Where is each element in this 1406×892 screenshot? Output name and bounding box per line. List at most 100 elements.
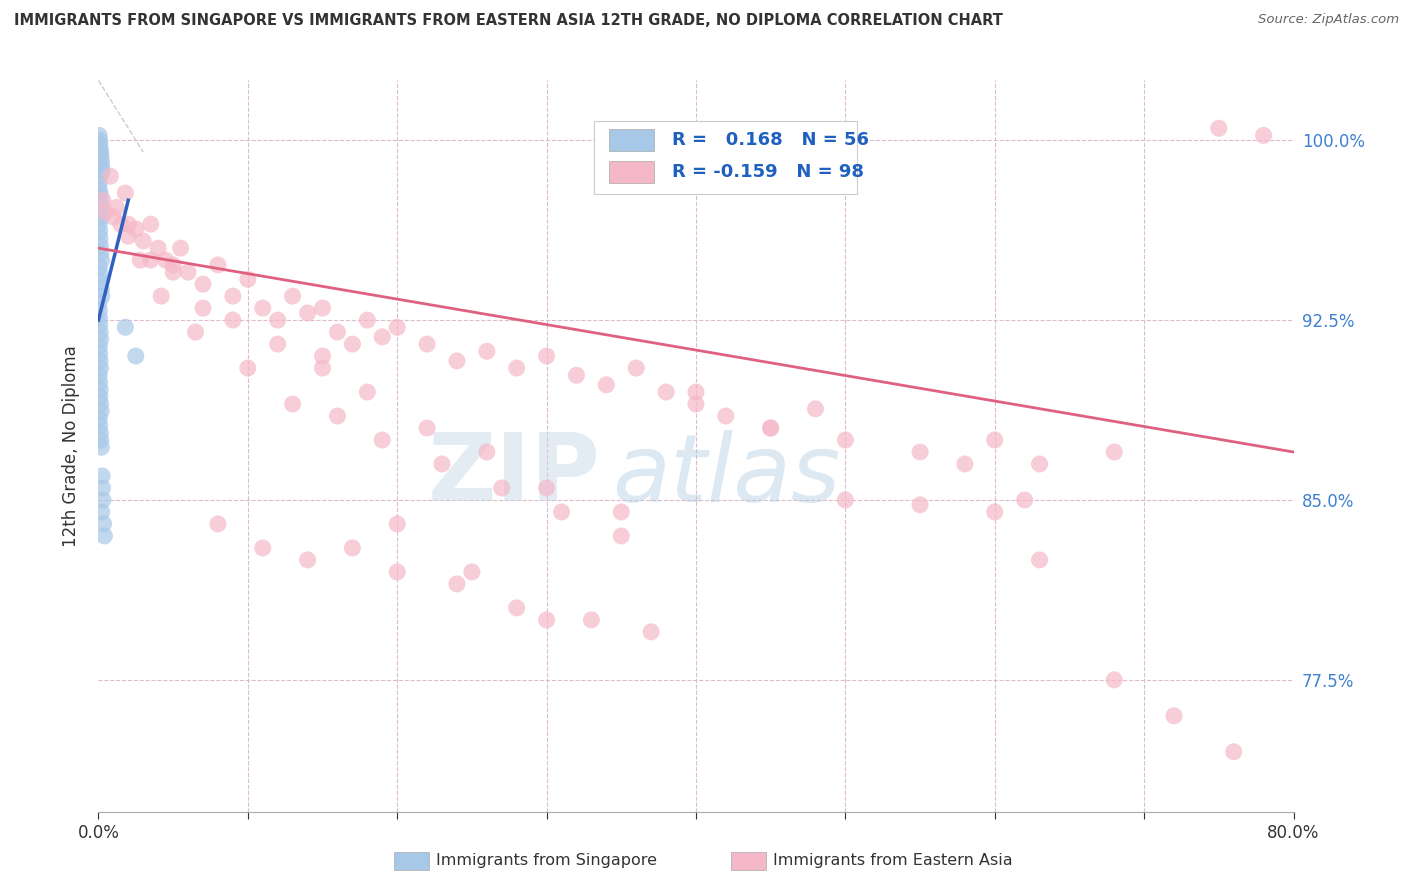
Point: [1208, 121, 1230, 136]
Point: [91, 469, 114, 483]
Point: [90, 145, 112, 160]
Point: [90, 154, 112, 169]
Point: [311, 349, 333, 363]
Point: [139, 217, 162, 231]
Point: [252, 301, 274, 315]
Point: [89, 231, 111, 245]
Point: [342, 541, 364, 555]
Point: [371, 433, 394, 447]
Point: [640, 624, 662, 639]
Point: [385, 565, 409, 579]
Point: [89, 169, 111, 184]
Point: [491, 481, 513, 495]
Point: [89, 368, 111, 383]
Point: [89, 184, 111, 198]
Point: [89, 425, 111, 440]
Point: [89, 354, 111, 368]
Point: [983, 505, 1005, 519]
Point: [90, 505, 112, 519]
Point: [114, 186, 136, 200]
Point: [91, 492, 114, 507]
Point: [89, 325, 111, 339]
Point: [908, 498, 931, 512]
Point: [90, 282, 112, 296]
Point: [624, 361, 647, 376]
Point: [356, 313, 378, 327]
Point: [93, 516, 115, 531]
Point: [1014, 492, 1036, 507]
Point: [834, 433, 856, 447]
Point: [1102, 673, 1125, 687]
Point: [91, 481, 114, 495]
Point: [89, 418, 111, 433]
Point: [236, 272, 259, 286]
Point: [610, 529, 633, 543]
Point: [416, 421, 439, 435]
Point: [103, 210, 125, 224]
Text: Source: ZipAtlas.com: Source: ZipAtlas.com: [1258, 13, 1399, 27]
Point: [834, 492, 856, 507]
Point: [326, 325, 349, 339]
Point: [89, 383, 111, 397]
Point: [162, 265, 184, 279]
Point: [129, 253, 152, 268]
Point: [506, 600, 529, 615]
FancyBboxPatch shape: [595, 120, 858, 194]
Point: [759, 421, 782, 435]
Point: [536, 349, 558, 363]
Text: IMMIGRANTS FROM SINGAPORE VS IMMIGRANTS FROM EASTERN ASIA 12TH GRADE, NO DIPLOMA: IMMIGRANTS FROM SINGAPORE VS IMMIGRANTS …: [14, 13, 1002, 29]
Bar: [609, 129, 654, 152]
Point: [475, 445, 498, 459]
Point: [281, 397, 304, 411]
Point: [222, 289, 245, 303]
Bar: [609, 161, 654, 183]
Point: [207, 258, 229, 272]
Point: [1163, 708, 1185, 723]
Point: [655, 385, 678, 400]
Point: [98, 169, 122, 184]
Point: [207, 516, 229, 531]
Point: [356, 385, 378, 400]
Point: [184, 325, 207, 339]
Point: [150, 289, 173, 303]
Point: [105, 200, 128, 214]
Point: [714, 409, 737, 423]
Point: [110, 217, 132, 231]
Point: [90, 332, 112, 346]
Point: [89, 318, 111, 332]
Point: [550, 505, 572, 519]
Text: ZIP: ZIP: [427, 429, 600, 521]
Point: [595, 377, 617, 392]
Point: [91, 193, 114, 207]
Point: [90, 210, 112, 224]
Point: [90, 246, 112, 260]
Point: [222, 313, 245, 327]
Point: [93, 529, 115, 543]
Point: [169, 241, 191, 255]
Point: [267, 313, 290, 327]
Point: [89, 411, 111, 425]
Point: [385, 516, 409, 531]
Point: [371, 330, 394, 344]
Point: [311, 361, 333, 376]
Point: [89, 346, 111, 360]
Text: R = -0.159   N = 98: R = -0.159 N = 98: [672, 162, 865, 181]
Point: [90, 195, 112, 210]
Point: [297, 553, 319, 567]
Point: [89, 143, 111, 157]
Point: [1028, 553, 1050, 567]
Point: [236, 361, 259, 376]
Point: [117, 229, 139, 244]
Point: [89, 188, 111, 202]
Point: [91, 164, 114, 178]
Point: [506, 361, 529, 376]
Point: [953, 457, 976, 471]
Point: [89, 177, 111, 191]
Point: [89, 133, 111, 147]
Point: [1222, 745, 1246, 759]
Text: Immigrants from Eastern Asia: Immigrants from Eastern Asia: [773, 854, 1012, 868]
Point: [89, 303, 111, 318]
Point: [125, 349, 148, 363]
Point: [191, 277, 214, 292]
Point: [311, 301, 333, 315]
